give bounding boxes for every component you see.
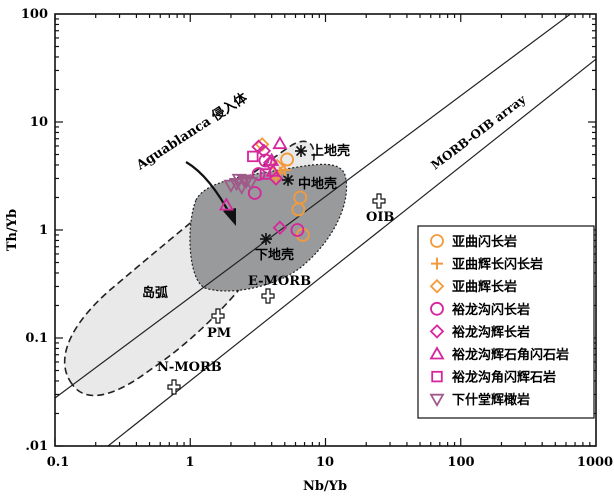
y-axis-title: Th/Yb — [5, 209, 20, 251]
circle-marker — [291, 202, 306, 217]
legend-label: 亚曲闪长岩 — [452, 234, 517, 250]
array-label: MORB-OIB array — [428, 92, 529, 173]
x-tick-label: 1 — [185, 455, 194, 470]
data-points — [218, 135, 310, 242]
star-icon — [260, 233, 272, 245]
ref-upper-crust: 上地壳 — [295, 143, 350, 159]
legend-label: 亚曲辉长闪长岩 — [452, 257, 543, 273]
diamond-marker — [429, 278, 445, 294]
triangle-down-marker — [231, 173, 247, 188]
legend-item: 裕龙沟闪长岩 — [430, 301, 530, 318]
diamond-marker — [429, 324, 445, 339]
ref-nmorb: N-MORB — [157, 360, 222, 395]
ref-label: 上地壳 — [311, 143, 350, 159]
legend-item: 亚曲辉长岩 — [429, 278, 517, 295]
ref-label: E-MORB — [248, 274, 311, 289]
ref-label: 中地壳 — [298, 176, 337, 192]
legend-item: 亚曲闪长岩 — [430, 234, 517, 250]
diamond-marker — [272, 220, 288, 235]
square-marker — [247, 150, 259, 163]
x-tick-label: 100 — [447, 455, 474, 470]
aguablanca-label: Aguablanca 侵入体 — [133, 89, 251, 174]
square-marker — [259, 168, 272, 180]
triangle-down-marker — [223, 179, 239, 193]
cross-icon — [261, 288, 275, 304]
circle-marker — [251, 167, 266, 181]
ref-emorb: E-MORB — [248, 274, 311, 304]
array-line-upper — [55, 14, 572, 399]
y-tick-label: 10 — [30, 115, 48, 130]
plus-marker — [431, 257, 443, 270]
legend-item: 裕龙沟角闪辉石岩 — [431, 370, 556, 386]
star-icon — [295, 145, 307, 157]
legend-label: 裕龙沟辉长岩 — [451, 324, 530, 340]
diamond-marker — [256, 143, 272, 159]
cross-icon — [372, 193, 386, 209]
cross-icon — [167, 379, 181, 395]
legend-label: 亚曲辉长岩 — [452, 279, 517, 295]
ref-label: PM — [207, 326, 231, 341]
triangle-up-marker — [218, 197, 234, 211]
ref-lower-crust: 下地壳 — [255, 233, 294, 263]
triangle-up-marker — [272, 135, 288, 150]
ref-label: N-MORB — [157, 360, 222, 375]
legend: 亚曲闪长岩亚曲辉长闪长岩亚曲辉长岩裕龙沟闪长岩裕龙沟辉长岩裕龙沟辉石角闪石岩裕龙… — [417, 225, 595, 419]
legend-item: 亚曲辉长闪长岩 — [431, 257, 543, 273]
legend-item: 下什堂辉橄岩 — [429, 392, 530, 408]
y-tick-label: 100 — [21, 7, 48, 22]
island-arc-label: 岛弧 — [142, 285, 168, 301]
square-marker — [431, 370, 443, 383]
triangle-up-marker — [264, 152, 280, 166]
ref-label: 下地壳 — [255, 247, 294, 263]
aguablanca-field — [189, 163, 348, 292]
triangle-down-marker — [429, 393, 445, 408]
legend-label: 裕龙沟角闪辉石岩 — [451, 370, 556, 386]
triangle-up-marker — [429, 346, 445, 360]
star-icon — [282, 174, 294, 186]
circle-marker — [290, 223, 305, 237]
y-tick-label: 0.1 — [25, 331, 48, 346]
x-axis-title: Nb/Yb — [303, 479, 347, 494]
ref-pm: PM — [207, 308, 231, 341]
aguablanca-arrowhead — [223, 208, 236, 226]
legend-label: 裕龙沟闪长岩 — [451, 302, 530, 318]
legend-item: 裕龙沟辉石角闪石岩 — [429, 346, 569, 363]
legend-box — [417, 225, 595, 419]
x-tick-label: 0.1 — [47, 455, 70, 470]
x-tick-label: 10 — [316, 455, 334, 470]
legend-item: 裕龙沟辉长岩 — [429, 324, 530, 340]
ref-middle-crust: 中地壳 — [282, 174, 337, 192]
array-line-lower — [107, 58, 596, 446]
cross-icon — [211, 308, 225, 324]
y-tick-label: 1 — [39, 223, 48, 238]
x-tick-label: 1000 — [577, 455, 613, 470]
plus-marker — [269, 172, 282, 185]
legend-label: 下什堂辉橄岩 — [452, 392, 530, 408]
legend-label: 裕龙沟辉石角闪石岩 — [451, 347, 569, 363]
ref-label: OIB — [366, 210, 394, 225]
circle-marker — [430, 234, 444, 248]
triangle-down-marker — [238, 175, 254, 189]
y-tick-label: .01 — [25, 439, 48, 454]
circle-marker — [430, 301, 444, 316]
circle-marker — [280, 152, 294, 167]
ref-oib: OIB — [366, 193, 394, 225]
circle-marker — [247, 186, 262, 200]
